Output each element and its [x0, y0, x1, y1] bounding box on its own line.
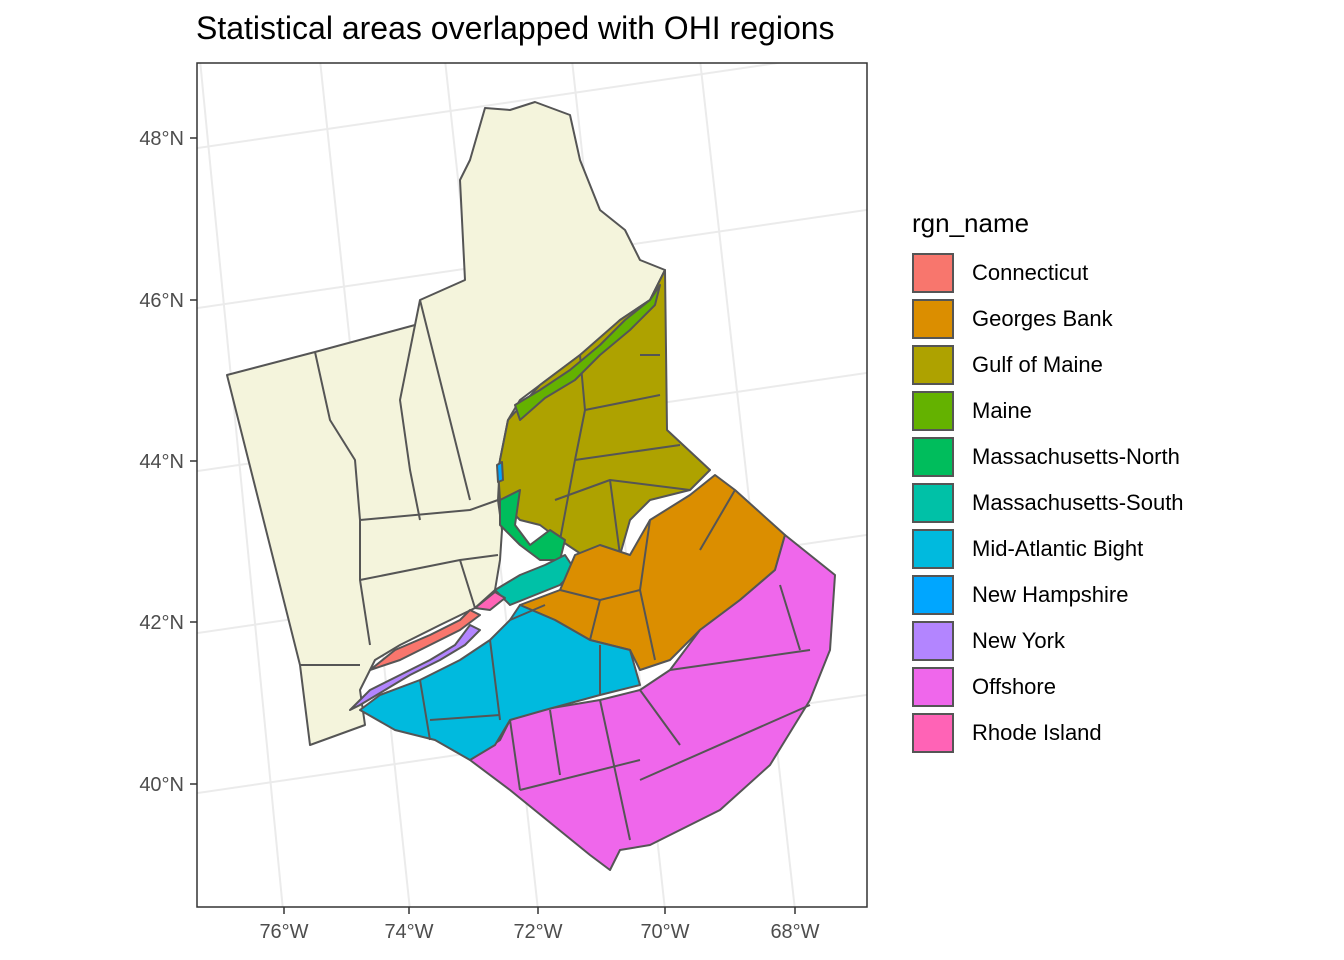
- legend-item: Rhode Island: [912, 710, 1184, 756]
- map-regions: [226, 101, 836, 871]
- legend-item: New Hampshire: [912, 572, 1184, 618]
- legend-label: Offshore: [972, 674, 1056, 699]
- region-new-hampshire: [496, 461, 504, 483]
- region-mid-atlantic-bight: [359, 604, 641, 761]
- legend-item: Massachusetts-South: [912, 480, 1184, 526]
- legend-label: Massachusetts-South: [972, 490, 1184, 515]
- region-gulf-of-maine: [497, 269, 711, 561]
- legend-label: New Hampshire: [972, 582, 1129, 607]
- x-tick-label: 74°W: [384, 921, 433, 943]
- legend-label: Maine: [972, 398, 1032, 423]
- legend-label: Connecticut: [972, 260, 1089, 285]
- legend-swatch: [912, 345, 954, 385]
- region-rhode-island: [474, 591, 506, 611]
- legend-item: Massachusetts-North: [912, 434, 1184, 480]
- legend-swatch: [912, 437, 954, 477]
- legend-swatch: [912, 391, 954, 431]
- x-tick-label: 70°W: [640, 921, 689, 943]
- y-tick-label: 48°N: [139, 128, 184, 150]
- region-massachusetts-north: [499, 489, 566, 561]
- legend-label: Rhode Island: [972, 720, 1102, 745]
- region-maine: [514, 284, 661, 421]
- y-tick-label: 42°N: [139, 612, 184, 634]
- x-tick-label: 72°W: [513, 921, 562, 943]
- legend-swatch: [912, 667, 954, 707]
- legend-label: Georges Bank: [972, 306, 1113, 331]
- x-axis: 76°W 74°W 72°W 70°W 68°W: [259, 907, 820, 943]
- legend-item: Gulf of Maine: [912, 342, 1184, 388]
- legend-swatch: [912, 621, 954, 661]
- y-tick-label: 40°N: [139, 774, 184, 796]
- y-tick-label: 44°N: [139, 451, 184, 473]
- y-axis: 48°N 46°N 44°N 42°N 40°N: [139, 128, 197, 796]
- legend-title: rgn_name: [912, 208, 1030, 238]
- legend-swatch: [912, 299, 954, 339]
- legend-swatch: [912, 253, 954, 293]
- legend: rgn_name Connecticut Georges Bank Gulf o…: [912, 208, 1184, 756]
- x-tick-label: 76°W: [259, 921, 308, 943]
- legend-swatch: [912, 575, 954, 615]
- region-offshore: [469, 534, 836, 871]
- x-tick-label: 68°W: [770, 921, 819, 943]
- panel-border: [196, 62, 868, 908]
- map-title: Statistical areas overlapped with OHI re…: [196, 10, 835, 46]
- legend-label: Mid-Atlantic Bight: [972, 536, 1144, 561]
- legend-label: Gulf of Maine: [972, 352, 1103, 377]
- y-tick-label: 46°N: [139, 290, 184, 312]
- region-new-york: [349, 624, 481, 711]
- legend-swatch: [912, 529, 954, 569]
- legend-item: Georges Bank: [912, 296, 1184, 342]
- legend-item: Maine: [912, 388, 1184, 434]
- region-connecticut: [369, 609, 481, 671]
- legend-label: Massachusetts-North: [972, 444, 1180, 469]
- legend-item: Offshore: [912, 664, 1184, 710]
- legend-swatch: [912, 483, 954, 523]
- legend-item: Mid-Atlantic Bight: [912, 526, 1184, 572]
- legend-item: Connecticut: [912, 250, 1184, 296]
- legend-swatch: [912, 713, 954, 753]
- legend-label: New York: [972, 628, 1065, 653]
- legend-item: New York: [912, 618, 1184, 664]
